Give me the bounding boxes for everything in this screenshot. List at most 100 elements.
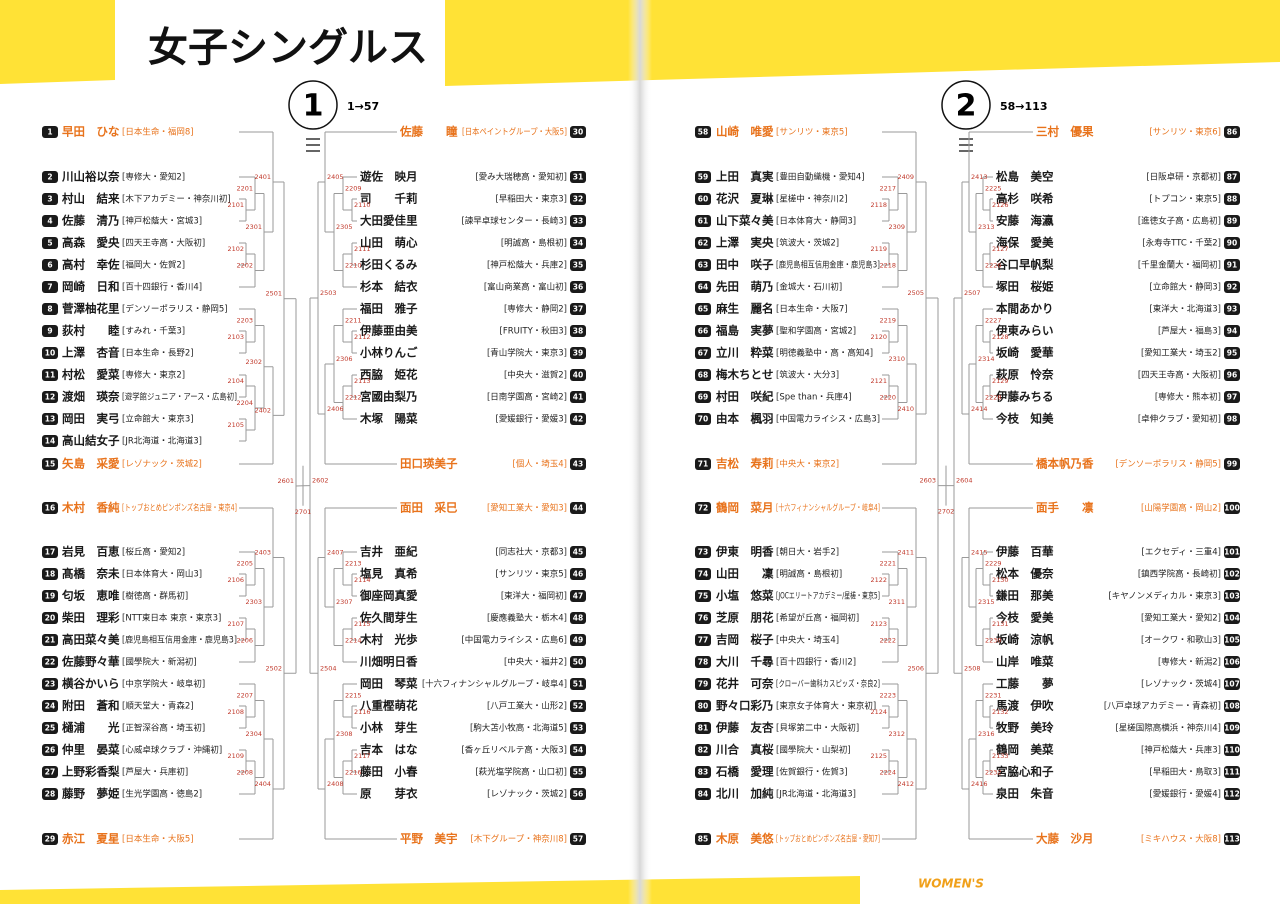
seed-badge xyxy=(42,237,58,249)
match-number: 2410 xyxy=(897,405,914,413)
player-team: [早稲田大・鳥取3] xyxy=(1149,767,1221,778)
player-name: 高杉 咲希 xyxy=(996,192,1054,206)
seed-badge xyxy=(42,833,58,845)
seed-badge xyxy=(695,281,711,293)
match-number: 2230 xyxy=(985,637,1002,645)
section-range: 1→57 xyxy=(347,100,379,113)
player-team: [デンソーポラリス・静岡5] xyxy=(1115,459,1221,470)
seed-badge xyxy=(42,369,58,381)
seed-badge xyxy=(42,590,58,602)
match-number: 2105 xyxy=(227,421,244,429)
seed-badge xyxy=(1224,568,1240,580)
player-number: 55 xyxy=(573,768,583,777)
player-name: 面田 采巳 xyxy=(400,501,458,515)
player-name: 牧野 美玲 xyxy=(996,721,1054,735)
match-number: 2103 xyxy=(227,333,244,341)
player-name: 村山 結来 xyxy=(62,192,120,206)
player-number: 100 xyxy=(1224,504,1240,513)
match-number: 2218 xyxy=(879,262,896,270)
match-number: 2210 xyxy=(345,262,362,270)
player-number: 76 xyxy=(698,614,708,623)
seed-badge xyxy=(695,678,711,690)
player-team: [トプコン・東京5] xyxy=(1149,194,1221,205)
player-number: 77 xyxy=(698,636,708,645)
player-number: 45 xyxy=(573,548,583,557)
player-name: 野々口彩乃 xyxy=(716,699,774,713)
player-name: 田中 咲子 xyxy=(716,258,774,272)
player-name: 村田 咲紀 xyxy=(716,390,774,404)
seed-badge xyxy=(570,347,586,359)
match-number: 2505 xyxy=(907,289,924,297)
match-number: 2315 xyxy=(978,598,995,606)
player-name: 佐藤野々華 xyxy=(61,655,120,669)
seed-badge xyxy=(695,788,711,800)
player-number: 86 xyxy=(1227,128,1237,137)
player-name: 木塚 陽菜 xyxy=(359,412,418,426)
seed-badge xyxy=(570,502,586,514)
seed-badge xyxy=(695,215,711,227)
seed-badge xyxy=(1224,546,1240,558)
player-team: [愛知工業大・愛知3] xyxy=(487,503,567,514)
seed-badge xyxy=(42,612,58,624)
player-number: 4 xyxy=(47,217,52,226)
player-number: 84 xyxy=(698,790,708,799)
seed-badge xyxy=(570,413,586,425)
yellow-band xyxy=(0,0,115,84)
match-number: 2403 xyxy=(254,549,271,557)
player-name: 高村 幸佐 xyxy=(62,258,120,272)
match-number: 2603 xyxy=(919,477,936,485)
player-team: [遊学館ジュニア・アース・広島初] xyxy=(122,392,237,403)
player-name: 塚田 桜姫 xyxy=(996,280,1054,294)
seed-badge xyxy=(42,413,58,425)
match-number: 2506 xyxy=(907,664,924,672)
match-number: 2228 xyxy=(985,394,1002,402)
seed-badge xyxy=(695,612,711,624)
player-name: 矢島 采愛 xyxy=(62,457,120,471)
player-number: 74 xyxy=(698,570,708,579)
player-number: 60 xyxy=(698,195,708,204)
player-number: 108 xyxy=(1224,702,1240,711)
player-name: 伊東みらい xyxy=(995,324,1054,338)
player-team: [百十四銀行・香川4] xyxy=(122,282,202,293)
player-number: 8 xyxy=(47,305,52,314)
player-name: 佐藤 清乃 xyxy=(61,214,120,228)
seed-badge xyxy=(695,259,711,271)
seed-badge xyxy=(695,656,711,668)
player-name: 石橋 愛理 xyxy=(715,765,774,779)
player-number: 79 xyxy=(698,680,708,689)
seed-badge xyxy=(1224,833,1240,845)
player-number: 50 xyxy=(573,658,583,667)
player-number: 3 xyxy=(47,195,52,204)
player-name: 三村 優果 xyxy=(1036,125,1094,139)
player-number: 92 xyxy=(1227,283,1237,292)
yellow-band xyxy=(0,876,860,904)
seed-badge xyxy=(42,435,58,447)
player-number: 5 xyxy=(47,239,52,248)
seed-badge xyxy=(695,237,711,249)
player-number: 63 xyxy=(698,261,708,270)
player-team: [國學院大・山梨初] xyxy=(776,745,851,756)
player-team: [愛知工業大・埼玉2] xyxy=(1141,348,1221,359)
player-team: [木下アカデミー・神奈川初] xyxy=(122,194,231,205)
player-team: [鹿児島相互信用金庫・鹿児島3] xyxy=(122,635,237,646)
player-number: 73 xyxy=(698,548,708,557)
player-name: 八重樫萌花 xyxy=(359,699,418,713)
player-number: 43 xyxy=(573,460,583,469)
seed-badge xyxy=(42,303,58,315)
match-number: 2227 xyxy=(985,317,1002,325)
match-number: 2415 xyxy=(971,549,988,557)
match-number: 2407 xyxy=(327,549,344,557)
seed-badge xyxy=(42,193,58,205)
player-team: [サンリツ・東京5] xyxy=(776,127,848,138)
player-team: [JR北海道・北海道3] xyxy=(122,436,202,447)
player-name: 鶴岡 美菜 xyxy=(996,743,1054,757)
match-number: 2308 xyxy=(336,730,353,738)
player-number: 23 xyxy=(45,680,55,689)
player-name: 赤江 夏星 xyxy=(62,832,120,846)
seed-badge xyxy=(42,458,58,470)
player-name: 遊佐 映月 xyxy=(360,170,418,184)
seed-badge xyxy=(1224,722,1240,734)
match-number: 2124 xyxy=(870,708,887,716)
seed-badge xyxy=(570,833,586,845)
player-team: [中央大・福井2] xyxy=(504,657,567,668)
